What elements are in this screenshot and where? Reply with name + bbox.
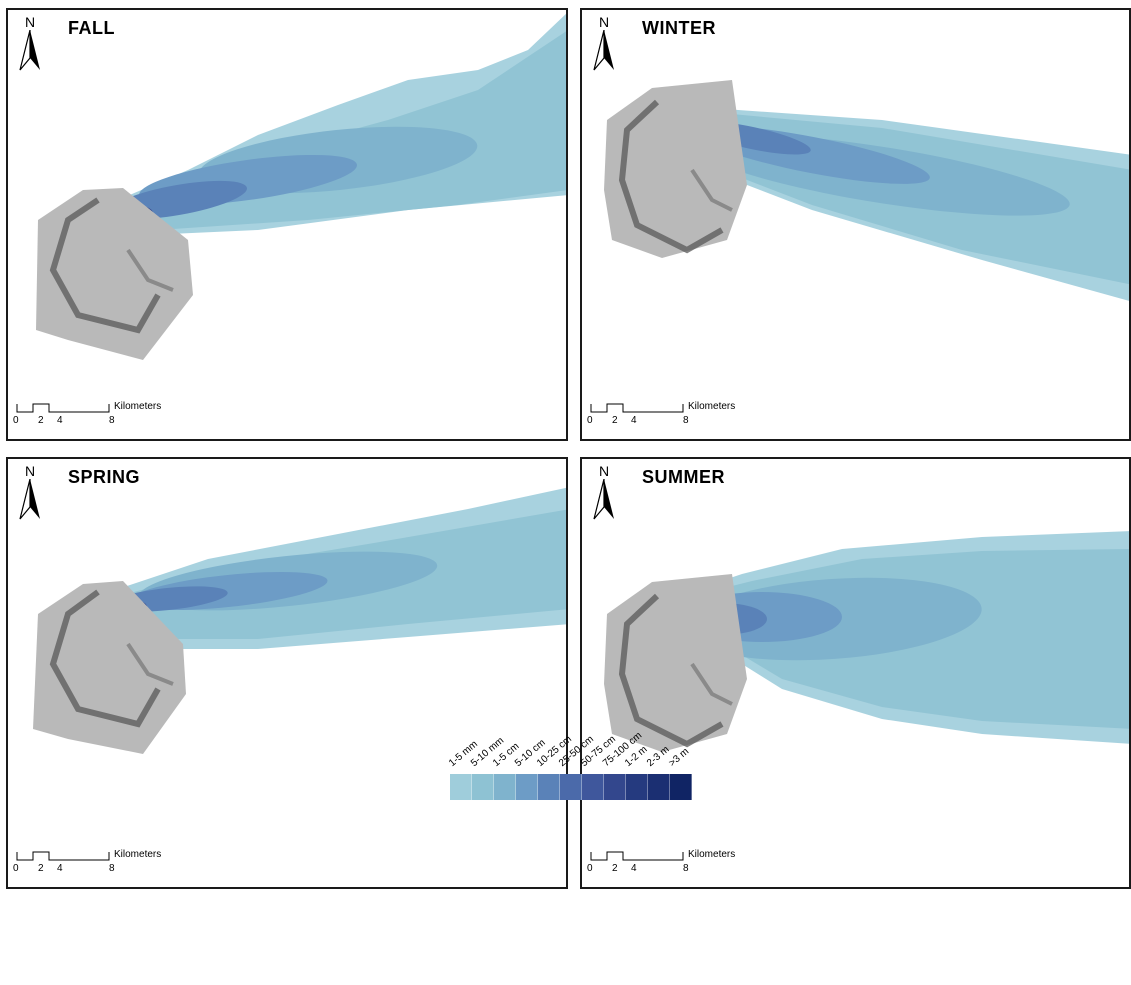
legend-swatch bbox=[670, 774, 692, 800]
north-arrow-label: N bbox=[598, 14, 610, 30]
scale-tick: 4 bbox=[57, 415, 63, 426]
legend-swatch bbox=[604, 774, 626, 800]
legend-label: >3 m bbox=[666, 746, 692, 769]
map-panel-summer: N SUMMER Kilometers 0 2 4 8 bbox=[580, 457, 1131, 889]
scale-bar: Kilometers 0 2 4 8 bbox=[587, 401, 757, 433]
legend-swatch bbox=[516, 774, 538, 800]
north-arrow: N bbox=[592, 463, 616, 523]
scale-bar-icon bbox=[16, 851, 110, 861]
scale-tick: 4 bbox=[57, 863, 63, 874]
scale-tick: 8 bbox=[109, 415, 115, 426]
season-title: SPRING bbox=[68, 467, 141, 487]
north-arrow-label: N bbox=[24, 463, 36, 479]
scale-bar-icon bbox=[590, 403, 684, 413]
map-panel-fall: N FALL Kilometers 0 2 4 8 bbox=[6, 8, 568, 441]
north-arrow-label: N bbox=[24, 14, 36, 30]
legend-label: 2-3 m bbox=[644, 744, 672, 769]
scale-tick: 0 bbox=[587, 863, 593, 874]
legend-swatch bbox=[648, 774, 670, 800]
scale-bar: Kilometers 0 2 4 8 bbox=[587, 849, 757, 881]
deposit-thickness-legend: 1-5 mm 5-10 mm 1-5 cm 5-10 cm 10-25 cm 25-50 … bbox=[447, 722, 692, 800]
north-arrow: N bbox=[592, 14, 616, 74]
scale-tick: 8 bbox=[683, 863, 689, 874]
legend-swatch bbox=[560, 774, 582, 800]
ash-plume-map-winter bbox=[604, 80, 1129, 301]
season-title: WINTER bbox=[642, 18, 716, 38]
scale-bar-icon bbox=[16, 403, 110, 413]
legend-swatch bbox=[538, 774, 560, 800]
scale-tick: 4 bbox=[631, 415, 637, 426]
ash-plume-map-spring bbox=[33, 487, 566, 754]
map-panel-spring: N SPRING Kilometers 0 2 4 8 bbox=[6, 457, 568, 889]
scale-unit: Kilometers bbox=[114, 401, 162, 412]
scale-tick: 8 bbox=[683, 415, 689, 426]
season-title: SUMMER bbox=[642, 467, 725, 487]
scale-tick: 2 bbox=[612, 415, 618, 426]
scale-tick: 0 bbox=[13, 415, 19, 426]
scale-bar: Kilometers 0 2 4 8 bbox=[13, 401, 183, 433]
scale-tick: 2 bbox=[612, 863, 618, 874]
north-arrow: N bbox=[18, 463, 42, 523]
season-title: FALL bbox=[68, 18, 115, 38]
scale-unit: Kilometers bbox=[688, 401, 736, 412]
north-arrow-icon bbox=[19, 479, 40, 520]
scale-tick: 4 bbox=[631, 863, 637, 874]
map-panel-winter: N WINTER Kilometers 0 2 4 8 bbox=[580, 8, 1131, 441]
legend-swatch bbox=[626, 774, 648, 800]
north-arrow: N bbox=[18, 14, 42, 74]
scale-tick: 0 bbox=[587, 415, 593, 426]
north-arrow-icon bbox=[593, 479, 614, 520]
legend-swatch bbox=[472, 774, 494, 800]
scale-tick: 2 bbox=[38, 863, 44, 874]
scale-unit: Kilometers bbox=[688, 849, 736, 860]
scale-bar: Kilometers 0 2 4 8 bbox=[13, 849, 183, 881]
scale-tick: 0 bbox=[13, 863, 19, 874]
scale-unit: Kilometers bbox=[114, 849, 162, 860]
ash-plume-map-fall bbox=[36, 13, 566, 360]
north-arrow-label: N bbox=[598, 463, 610, 479]
north-arrow-icon bbox=[593, 30, 614, 71]
legend-swatch bbox=[450, 774, 472, 800]
north-arrow-icon bbox=[19, 30, 40, 71]
ash-plume-map-summer bbox=[604, 531, 1129, 752]
scale-tick: 8 bbox=[109, 863, 115, 874]
legend-swatch bbox=[494, 774, 516, 800]
scale-bar-icon bbox=[590, 851, 684, 861]
legend-swatch bbox=[582, 774, 604, 800]
scale-tick: 2 bbox=[38, 415, 44, 426]
